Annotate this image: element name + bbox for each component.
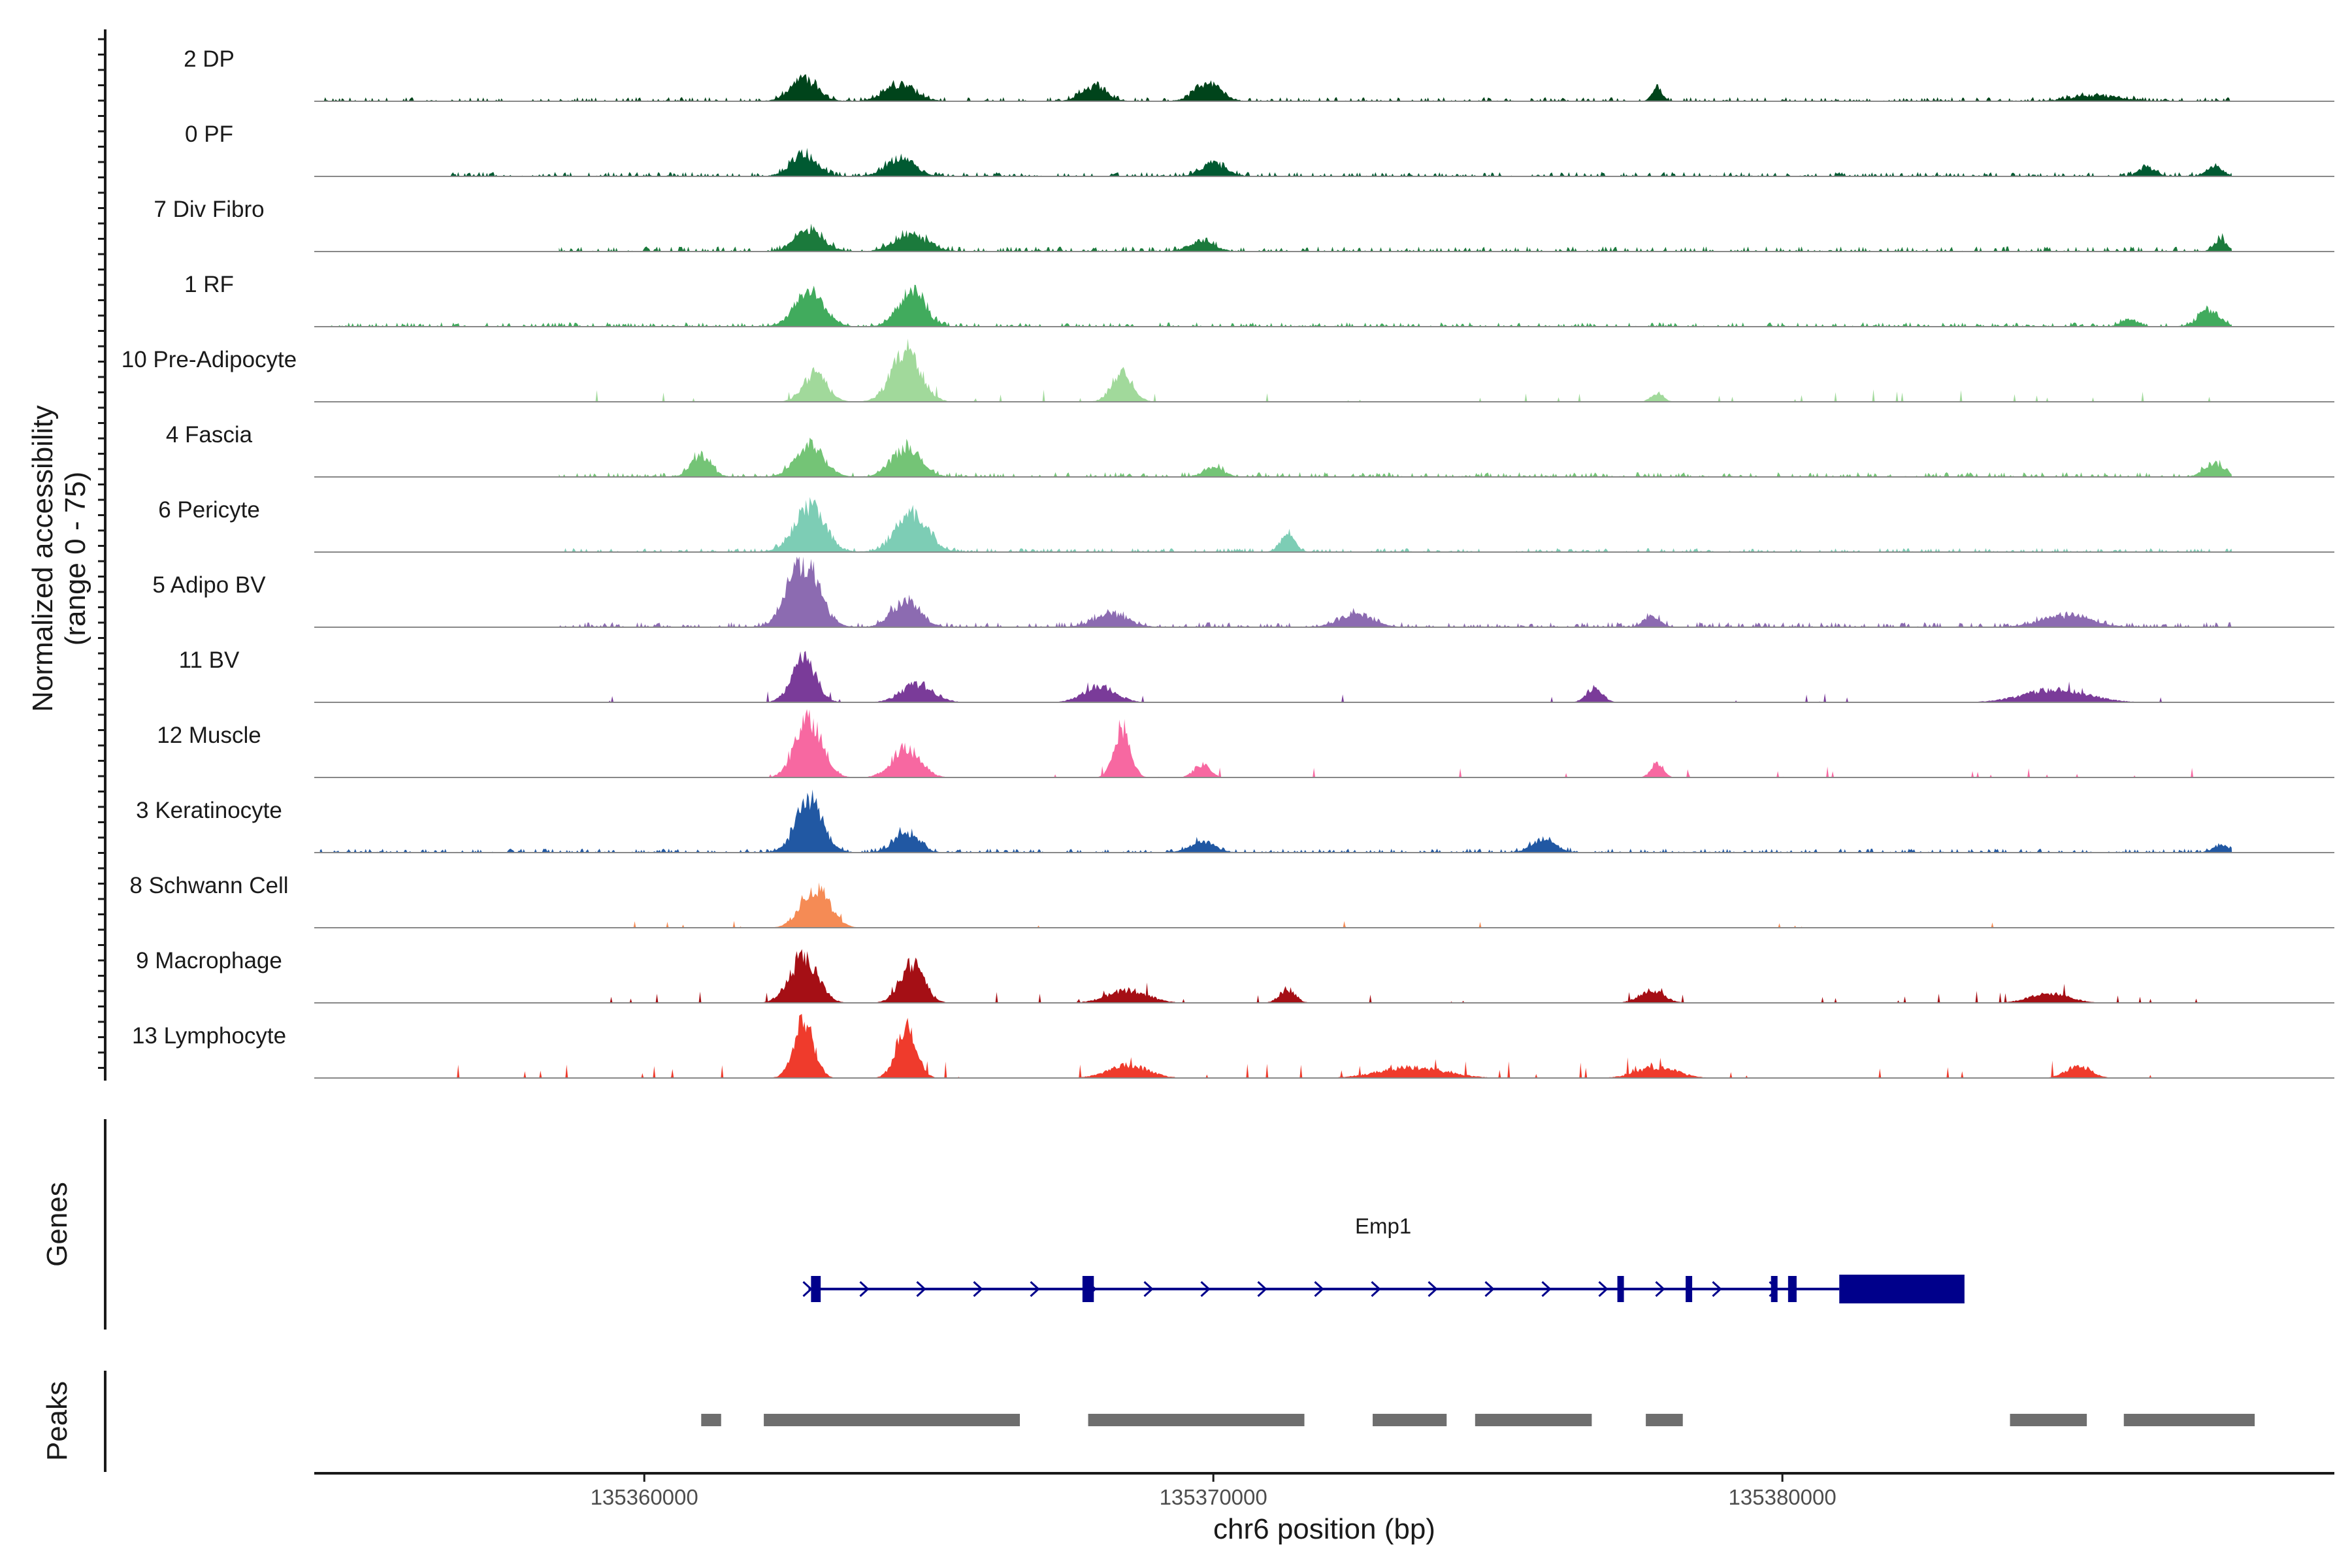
track-label: 12 Muscle [157,723,261,748]
y-axis-title-line2: (range 0 - 75) [59,472,91,646]
track-7-div-fibro: 7 Div Fibro [154,197,2334,252]
strand-arrow [1428,1281,1438,1298]
track-10-pre-adipocyte: 10 Pre-Adipocyte [122,338,2334,402]
strand-arrow [973,1281,983,1298]
peak-track [701,1414,2255,1426]
peak-region [2123,1414,2255,1426]
strand-arrow [1030,1281,1040,1298]
coverage-tracks: 2 DP 0 PF 7 Div Fibro 1 RF 10 Pre-Adipocyte 4… [122,46,2334,1079]
gene-label: Emp1 [1355,1214,1411,1238]
peak-region [1475,1414,1592,1426]
coverage-area [587,651,2232,702]
track-9-macrophage: 9 Macrophage [136,948,2334,1004]
strand-arrow [1371,1281,1381,1298]
strand-arrow [1655,1281,1665,1298]
coverage-area [559,949,2232,1003]
track-label: 10 Pre-Adipocyte [122,347,297,372]
coverage-area [559,557,2232,627]
peak-region [2010,1414,2087,1426]
gene-exon [811,1276,821,1302]
genes-panel-title: Genes [41,1182,73,1267]
x-axis-title: chr6 position (bp) [1213,1513,1435,1545]
y-axis-title-line1: Normalized accessibility [27,405,59,711]
track-3-keratinocyte: 3 Keratinocyte [136,789,2334,853]
coverage-area [559,882,2232,928]
track-label: 11 BV [179,647,240,673]
track-11-bv: 11 BV [179,647,2334,703]
track-label: 2 DP [184,46,235,72]
strand-arrow [1541,1281,1552,1298]
track-label: 7 Div Fibro [154,197,264,222]
coverage-area [445,1013,2232,1078]
strand-arrow [1314,1281,1324,1298]
strand-arrow [802,1281,813,1298]
track-label: 8 Schwann Cell [129,873,288,898]
coverage-area [559,338,2232,402]
coverage-area [559,497,2232,552]
track-label: 13 Lymphocyte [132,1023,286,1049]
x-tick-label: 135360000 [591,1485,698,1509]
peak-region [764,1414,1021,1426]
coverage-area [319,789,2232,853]
strand-arrow [1143,1281,1154,1298]
peaks-panel-title: Peaks [41,1381,73,1461]
x-tick-label: 135380000 [1729,1485,1837,1509]
gene-exon [1839,1275,1965,1303]
strand-arrow [859,1281,870,1298]
x-tick-label: 135370000 [1160,1485,1267,1509]
track-label: 3 Keratinocyte [136,798,282,823]
coverage-area [445,148,2232,176]
coverage-area [319,74,2232,101]
peak-region [701,1414,721,1426]
strand-arrow [1257,1281,1267,1298]
track-label: 4 Fascia [166,422,253,448]
gene-exon [1788,1276,1797,1302]
track-label: 5 Adipo BV [152,572,266,598]
gene-exon [1617,1276,1624,1302]
strand-arrow [1484,1281,1495,1298]
track-2-dp: 2 DP [184,46,2334,102]
strand-arrow [916,1281,926,1298]
track-label: 9 Macrophage [136,948,282,973]
track-13-lymphocyte: 13 Lymphocyte [132,1013,2334,1079]
coverage-area [559,223,2232,252]
track-4-fascia: 4 Fascia [166,422,2334,478]
strand-arrow [1200,1281,1211,1298]
coverage-y-axis-ticks [98,29,106,1081]
gene-exon [1771,1276,1778,1302]
peak-region [1373,1414,1447,1426]
gene-exon [1082,1276,1094,1302]
track-5-adipo-bv: 5 Adipo BV [152,557,2334,628]
gene-track: Emp1 [802,1214,1965,1303]
coverage-area [587,709,2232,777]
strand-arrow [1712,1281,1722,1298]
coverage-area [559,437,2232,477]
strand-arrow [1598,1281,1609,1298]
x-axis: 135360000 135370000 135380000 [314,1472,2334,1509]
peak-region [1088,1414,1305,1426]
peak-region [1646,1414,1683,1426]
gene-exon [1686,1276,1693,1302]
track-1-rf: 1 RF [184,272,2334,327]
track-label: 1 RF [184,272,234,297]
coverage-area [319,284,2232,327]
track-8-schwann-cell: 8 Schwann Cell [129,873,2334,928]
track-12-muscle: 12 Muscle [157,709,2334,778]
track-6-pericyte: 6 Pericyte [158,497,2334,553]
track-label: 6 Pericyte [158,497,260,523]
track-label: 0 PF [185,122,233,147]
track-0-pf: 0 PF [185,122,2334,177]
